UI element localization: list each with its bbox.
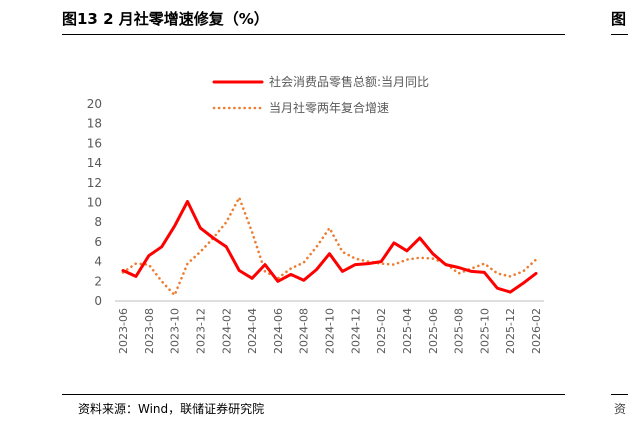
y-tick-label: 18 [87,117,102,131]
x-tick-label: 2023-10 [169,308,182,354]
source-rule [62,394,565,395]
adjacent-figure-title-fragment: 图 [611,10,627,28]
x-tick-label: 2024-06 [272,308,285,354]
y-tick-label: 0 [94,294,102,308]
y-tick-label: 6 [94,235,102,249]
x-tick-label: 2025-06 [427,308,440,354]
y-tick-label: 20 [87,97,102,111]
x-tick-label: 2025-02 [375,308,388,354]
x-tick-label: 2026-02 [530,308,543,354]
source-note: 资料来源：Wind，联储证券研究院 [78,402,265,416]
x-axis-ticks: 2023-06 2023-08 2023-10 2023-12 2024-02 2024-… [117,308,543,354]
figure-title: 图13 2 月社零增速修复（%） [62,10,269,28]
adjacent-source-fragment: 资 [614,402,627,416]
adjacent-source-rule [611,394,628,395]
x-tick-label: 2025-04 [401,308,414,354]
x-tick-label: 2024-10 [324,308,337,354]
x-tick-label: 2025-12 [504,308,517,354]
x-tick-label: 2025-10 [478,308,491,354]
title-rule [62,34,565,35]
x-tick-label: 2024-04 [246,308,259,354]
y-tick-label: 14 [87,156,102,170]
x-tick-label: 2025-08 [453,308,466,354]
y-tick-label: 12 [87,176,102,190]
series-two-year-cagr-line [121,196,538,297]
x-tick-label: 2023-12 [194,308,207,354]
y-tick-label: 2 [94,274,102,288]
y-tick-label: 16 [87,136,102,150]
x-tick-label: 2024-02 [220,308,233,354]
series-retail-sales-yoy-line [121,200,538,294]
x-tick-label: 2024-08 [298,308,311,354]
y-axis-ticks: 0 2 4 6 8 10 12 14 16 18 20 [87,97,102,308]
x-tick-label: 2024-12 [349,308,362,354]
x-tick-label: 2023-06 [117,308,130,354]
y-tick-label: 8 [94,215,102,229]
y-tick-label: 4 [94,255,102,269]
x-tick-label: 2023-08 [143,308,156,354]
adjacent-title-rule [611,34,628,35]
series-layer [121,196,538,297]
legend-label: 社会消费品零售总额:当月同比 [269,74,429,89]
legend-label: 当月社零两年复合增速 [269,100,389,115]
y-tick-label: 10 [87,196,102,210]
